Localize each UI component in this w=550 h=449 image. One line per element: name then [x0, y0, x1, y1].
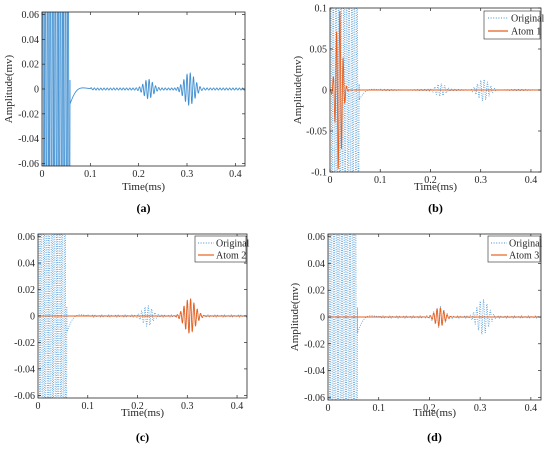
panel-d-xlabel: Time(ms)	[413, 407, 456, 419]
panel-d-series	[328, 234, 541, 400]
panel-c-ytick-label: -0.02	[14, 338, 35, 349]
panel-b-ylabel: Amplitude(mv)	[292, 55, 304, 124]
panel-c-legend-box	[194, 235, 247, 263]
panel-d: 0 0.1 0.2 0.3 0.4 0.06 0.04 0.02 0 -0.02 -0.04 -0.0…	[289, 232, 543, 444]
panel-b-legend-atom-label: Atom 1	[511, 27, 541, 38]
panel-c-xtick-label: 0	[36, 401, 41, 412]
panel-d-legend-box	[487, 235, 541, 263]
panel-d-ytick-label: 0.02	[308, 286, 326, 297]
panel-d-series-atom-3-line	[328, 307, 541, 327]
panel-c-xtick-label: 0.3	[181, 401, 194, 412]
panel-c: 0 0.1 0.2 0.3 0.4 0.06 0.04 0.02 0 -0.02 -0.04 -0.0…	[14, 232, 250, 444]
panel-a-ytick-label: 0.04	[22, 35, 40, 46]
panel-a-axes	[41, 11, 246, 167]
panel-b-legend-original-label: Original	[511, 14, 545, 25]
panel-c-series	[38, 234, 247, 398]
panel-c-xtick-label: 0.4	[231, 401, 244, 412]
panel-a-xtick-label: 0.2	[132, 169, 145, 180]
panel-d-xtick-label: 0.4	[525, 403, 538, 414]
panel-b: 0 0.1 0.2 0.3 0.4 0.1 0.05 0 -0.05 -0.1 Original …	[292, 4, 545, 216]
panel-b-xtick-label: 0.1	[374, 175, 387, 186]
panel-d-ytick-label: 0.06	[308, 232, 326, 243]
panel-b-ytick-label: -0.1	[311, 168, 327, 179]
panel-c-ytick-label: 0.04	[18, 259, 36, 270]
panel-b-ytick-label: 0	[322, 86, 327, 97]
panel-b-ytick-label: 0.05	[310, 45, 328, 56]
panel-a: 0 0.1 0.2 0.3 0.4 0.06 0.04 0.02 0 -0.02 -0.04 -0.0…	[3, 10, 246, 215]
panel-d-xtick-label: 0.1	[372, 403, 385, 414]
panel-d-ylabel: Amplitude(mv)	[289, 282, 301, 351]
panel-a-ytick-label: 0.02	[22, 60, 40, 71]
panel-b-tick-labels: 0 0.1 0.2 0.3 0.4 0.1 0.05 0 -0.05 -0.1	[306, 4, 537, 187]
panel-c-xlabel: Time(ms)	[121, 407, 164, 419]
panel-a-series-signal-line	[42, 12, 245, 166]
panel-a-xtick-label: 0.3	[181, 169, 194, 180]
panel-a-xtick-label: 0	[40, 169, 45, 180]
panel-b-series-atom-1-line	[330, 10, 541, 169]
panel-c-legend-original-label: Original	[216, 239, 250, 250]
panel-c-series-atom-2-line	[38, 298, 247, 334]
panel-d-legend-original-label: Original	[509, 239, 543, 250]
panel-a-ylabel: Amplitude(mv)	[3, 54, 15, 123]
panel-b-xtick-label: 0.2	[424, 175, 437, 186]
panel-d-ytick-label: 0	[320, 313, 325, 324]
panel-c-axes	[37, 233, 248, 399]
panel-c-legend: Original Atom 2	[194, 235, 250, 263]
panel-b-xtick-label: 0	[328, 175, 333, 186]
panel-d-xtick-label: 0.3	[474, 403, 487, 414]
panel-a-ytick-label: -0.02	[18, 109, 39, 120]
panel-c-ytick-label: -0.06	[14, 391, 35, 402]
panel-b-xlabel: Time(ms)	[414, 181, 457, 193]
panel-d-ytick-label: 0.04	[308, 259, 326, 270]
panel-a-ytick-label: -0.04	[18, 134, 39, 145]
panel-b-caption: (b)	[428, 201, 443, 215]
panel-c-tick-labels: 0 0.1 0.2 0.3 0.4 0.06 0.04 0.02 0 -0.02 -0.04 -0.0…	[14, 232, 243, 412]
panel-c-xtick-label: 0.1	[82, 401, 95, 412]
panel-b-legend: Original Atom 1	[483, 10, 545, 40]
panel-c-ytick-label: 0.06	[18, 232, 36, 243]
panel-d-legend: Original Atom 3	[487, 235, 543, 263]
panel-a-xtick-label: 0.1	[84, 169, 97, 180]
panel-a-tick-labels: 0 0.1 0.2 0.3 0.4 0.06 0.04 0.02 0 -0.02 -0.04 -0.0…	[18, 10, 241, 180]
panel-c-xtick-label: 0.2	[131, 401, 144, 412]
panel-b-legend-box	[483, 10, 541, 40]
panel-c-ytick-label: 0.02	[18, 285, 36, 296]
panel-a-ytick-label: 0.06	[22, 10, 40, 21]
panel-b-xtick-label: 0.4	[525, 175, 538, 186]
panel-d-xtick-label: 0.2	[423, 403, 436, 414]
panel-d-caption: (d)	[427, 430, 442, 444]
panel-c-ytick-label: -0.04	[14, 364, 35, 375]
panel-d-ytick-label: -0.04	[304, 366, 325, 377]
panel-d-ytick-label: -0.06	[304, 393, 325, 404]
panel-b-axes	[329, 7, 542, 173]
panel-d-xtick-label: 0	[326, 403, 331, 414]
panel-d-ytick-label: -0.02	[304, 339, 325, 350]
panel-b-series	[330, 8, 541, 172]
panel-a-xlabel: Time(ms)	[122, 181, 165, 193]
panel-c-ytick-label: 0	[30, 312, 35, 323]
panel-a-ytick-label: 0	[34, 85, 39, 96]
panel-b-xtick-label: 0.3	[474, 175, 487, 186]
panel-d-tick-labels: 0 0.1 0.2 0.3 0.4 0.06 0.04 0.02 0 -0.02 -0.04 -0.0…	[304, 232, 537, 414]
panel-b-ytick-label: 0.1	[315, 4, 328, 15]
panel-d-legend-atom-label: Atom 3	[509, 251, 539, 262]
panel-a-xtick-label: 0.4	[229, 169, 242, 180]
panel-a-caption: (a)	[137, 201, 151, 215]
panel-a-ytick-label: -0.06	[18, 159, 39, 170]
panel-c-legend-atom-label: Atom 2	[216, 251, 246, 262]
panel-c-caption: (c)	[136, 430, 149, 444]
panel-b-ytick-label: -0.05	[306, 127, 327, 138]
panel-a-series	[42, 12, 245, 166]
